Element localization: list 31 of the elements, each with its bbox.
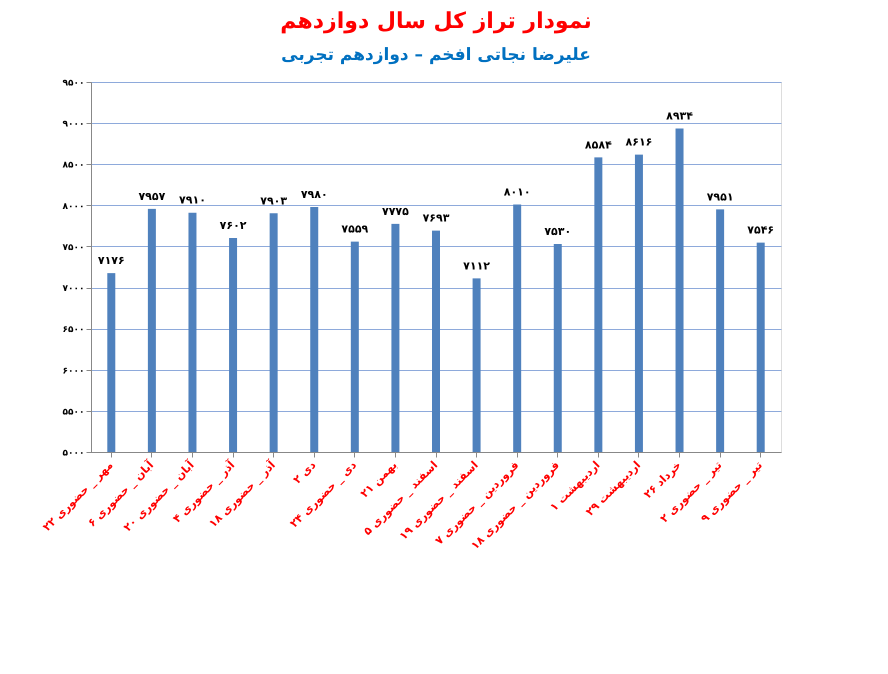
x-tick-label: ۲ دی (290, 458, 319, 486)
data-label: ۷۹۰۳ (260, 194, 288, 208)
data-label: ۸۹۳۴ (666, 110, 694, 123)
data-label: ۷۹۵۱ (706, 190, 734, 204)
y-tick-label: ۸۰۰۰ (62, 202, 84, 212)
data-label: ۷۵۵۹ (341, 222, 369, 236)
data-label: ۷۵۴۶ (747, 224, 774, 237)
data-label: ۸۶۱۶ (626, 136, 652, 149)
data-label: ۷۹۵۷ (138, 190, 166, 203)
chart-title: نمودار تراز کل سال دوازدهم (280, 9, 592, 34)
data-label: ۷۱۱۲ (463, 259, 490, 272)
data-label: ۷۹۸۰ (300, 188, 328, 201)
y-tick-label: ۶۰۰۰ (62, 366, 84, 376)
data-label: ۸۵۸۴ (584, 138, 612, 152)
data-label: ۷۶۹۳ (422, 212, 450, 225)
data-label: ۷۹۱۰ (179, 194, 206, 207)
data-label: ۷۷۷۵ (382, 204, 410, 218)
y-tick-label: ۵۵۰۰ (62, 407, 84, 418)
y-tick-label: ۹۵۰۰ (62, 78, 84, 88)
data-label: ۷۵۳۰ (544, 224, 572, 238)
y-tick-label: ۷۵۰۰ (62, 242, 84, 253)
y-tick-label: ۸۵۰۰ (62, 160, 84, 171)
y-tick-label: ۹۰۰۰ (62, 120, 84, 130)
y-tick-label: ۷۰۰۰ (62, 284, 84, 294)
x-tick-label: ۲۶ خرداد (641, 458, 684, 502)
data-label: ۷۱۷۶ (98, 254, 125, 268)
data-label: ۸۰۱۰ (504, 186, 531, 199)
y-tick-label: ۵۰۰۰ (62, 448, 84, 458)
chart-subtitle: علیرضا نجاتی افخم – دوازدهم تجربی (281, 45, 591, 65)
data-label: ۷۶۰۲ (220, 219, 247, 232)
y-tick-label: ۶۵۰۰ (62, 325, 84, 336)
